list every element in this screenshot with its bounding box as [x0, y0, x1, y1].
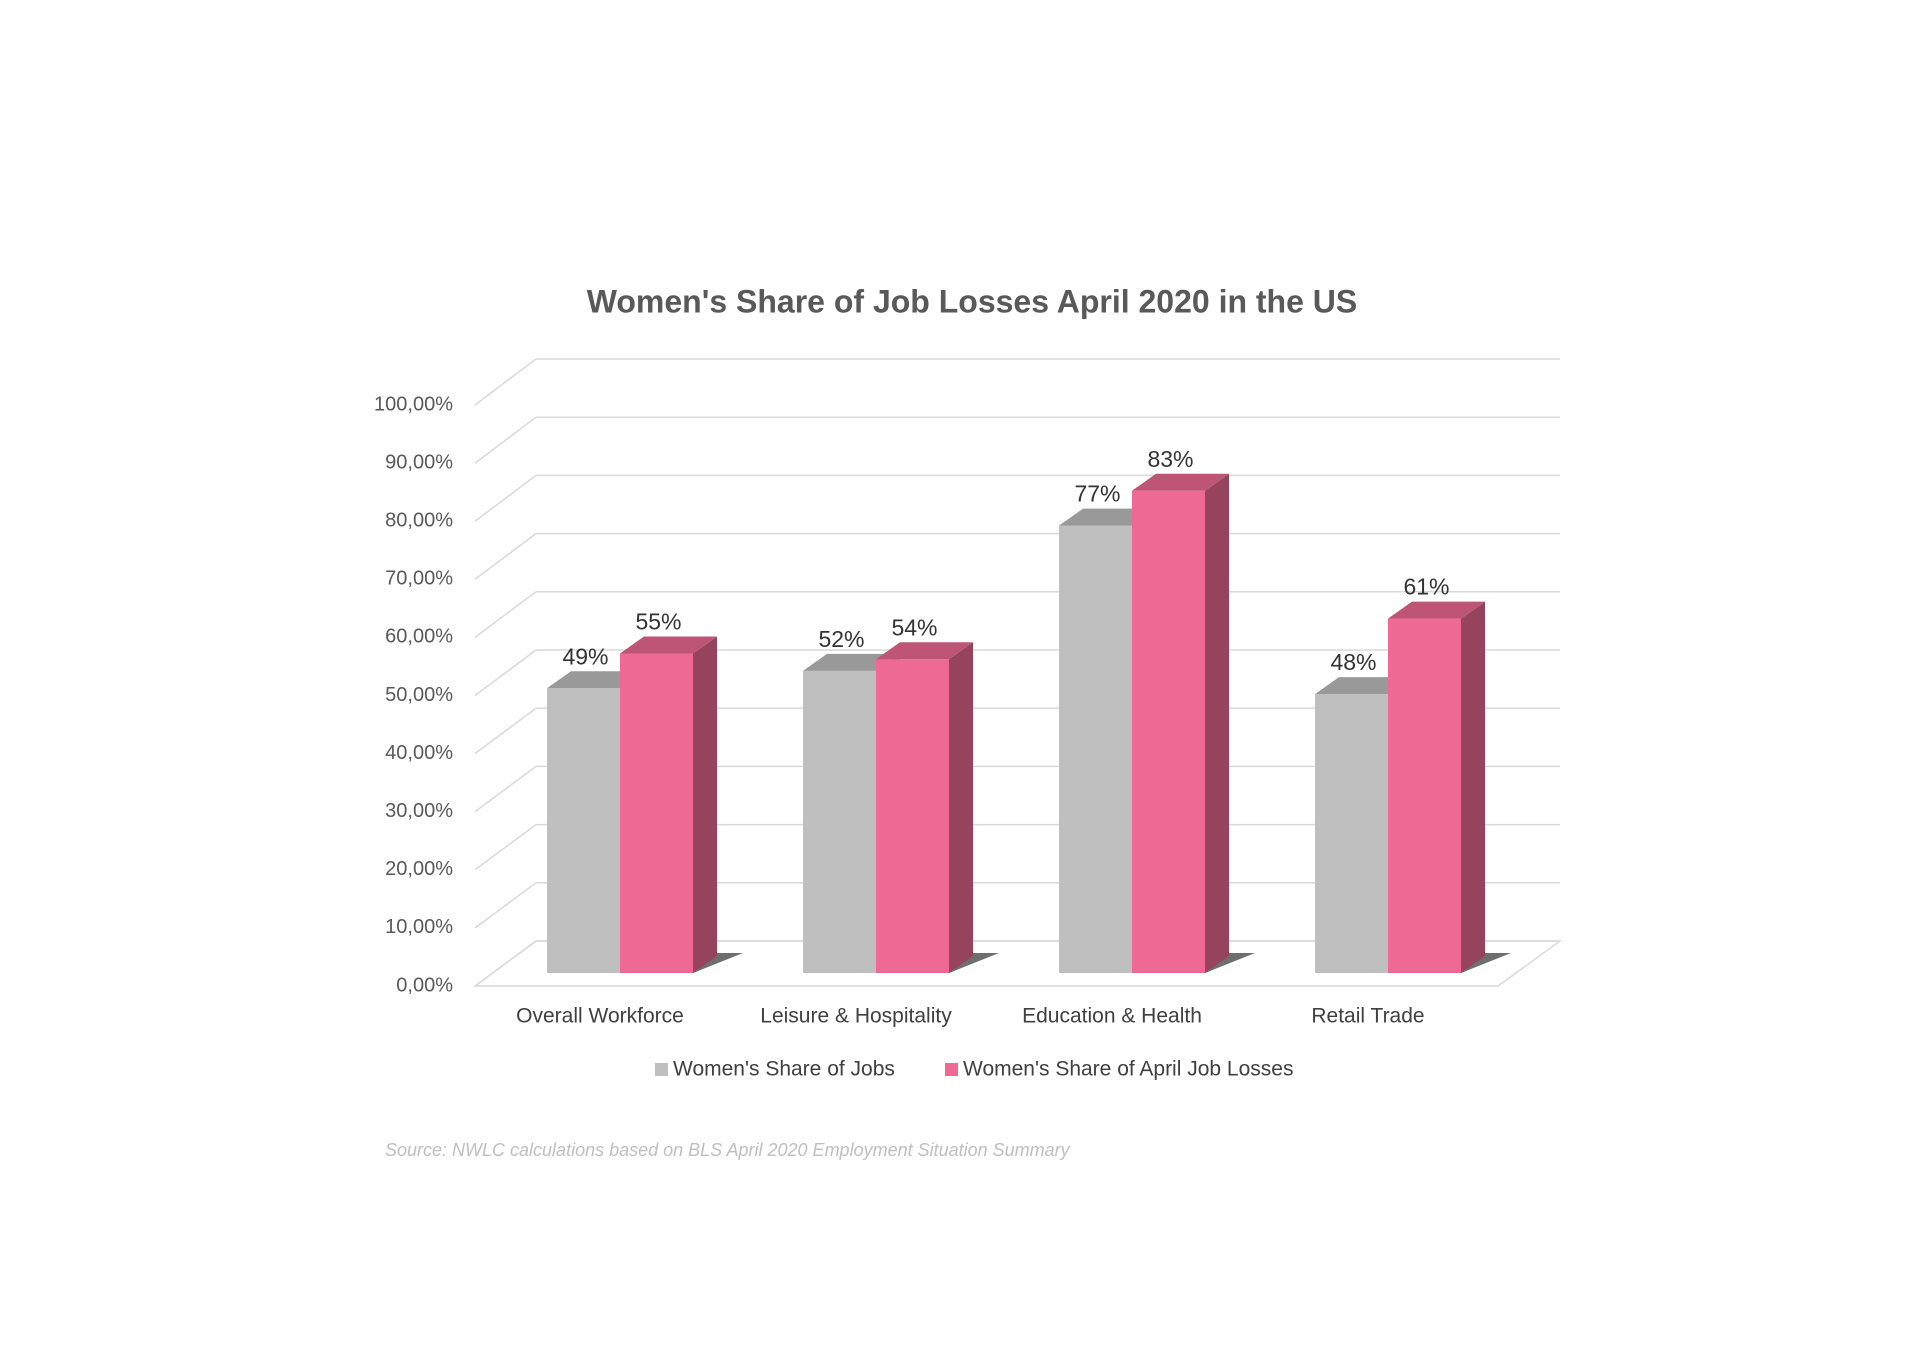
bar-side — [693, 636, 717, 973]
y-tick-label: 70,00% — [385, 568, 453, 590]
grid-line — [474, 591, 537, 639]
source-note: Source: NWLC calculations based on BLS A… — [385, 1140, 1071, 1160]
x-tick-label: Overall Workforce — [516, 1005, 684, 1028]
bar — [547, 688, 620, 973]
bar-top — [1315, 677, 1412, 695]
grid-line — [474, 532, 537, 580]
y-tick-label: 90,00% — [385, 451, 453, 473]
bar — [1059, 525, 1132, 973]
value-label: 55% — [635, 609, 681, 635]
bar — [1315, 694, 1388, 973]
legend-label: Women's Share of April Job Losses — [963, 1058, 1293, 1081]
bar-side — [949, 642, 973, 973]
value-label: 83% — [1147, 446, 1193, 472]
bar — [803, 670, 876, 973]
y-tick-label: 20,00% — [385, 858, 453, 880]
x-tick-label: Leisure & Hospitality — [760, 1005, 952, 1028]
grid-line — [474, 358, 537, 406]
grid-line — [474, 823, 537, 871]
grid-line — [474, 707, 537, 755]
y-tick-label: 30,00% — [385, 800, 453, 822]
bar-top — [1059, 508, 1156, 526]
value-label: 49% — [562, 643, 608, 669]
bar — [876, 659, 949, 973]
x-tick-label: Education & Health — [1022, 1005, 1202, 1028]
grid-line — [474, 882, 537, 929]
bar-top — [1132, 473, 1229, 491]
grid-line — [474, 649, 537, 697]
bar — [620, 653, 693, 973]
y-tick-label: 0,00% — [396, 974, 453, 996]
value-label: 54% — [891, 614, 937, 640]
grid-line — [474, 474, 537, 522]
grid-line — [474, 416, 537, 464]
bar-top — [1388, 601, 1485, 619]
y-tick-label: 10,00% — [385, 916, 453, 938]
y-tick-label: 100,00% — [374, 393, 453, 415]
y-tick-label: 50,00% — [385, 684, 453, 706]
bar-top — [547, 671, 644, 689]
bar — [1388, 618, 1461, 973]
legend-swatch — [655, 1063, 668, 1076]
y-tick-label: 60,00% — [385, 626, 453, 648]
grid-line — [474, 940, 537, 987]
bar-top — [803, 653, 900, 671]
value-label: 61% — [1403, 574, 1449, 600]
bar-top — [620, 636, 717, 654]
value-label: 48% — [1330, 649, 1376, 675]
bar-side — [1205, 473, 1229, 973]
chart-title: Women's Share of Job Losses April 2020 i… — [587, 283, 1357, 319]
y-tick-label: 80,00% — [385, 509, 453, 531]
value-label: 77% — [1074, 481, 1120, 507]
grid-line — [474, 765, 537, 813]
bar — [1132, 490, 1205, 973]
bar-top — [876, 642, 973, 660]
x-tick-label: Retail Trade — [1311, 1005, 1424, 1028]
legend-label: Women's Share of Jobs — [673, 1058, 895, 1081]
value-label: 52% — [818, 626, 864, 652]
bar-side — [1461, 601, 1485, 973]
y-tick-label: 40,00% — [385, 742, 453, 764]
legend-swatch — [945, 1063, 958, 1076]
